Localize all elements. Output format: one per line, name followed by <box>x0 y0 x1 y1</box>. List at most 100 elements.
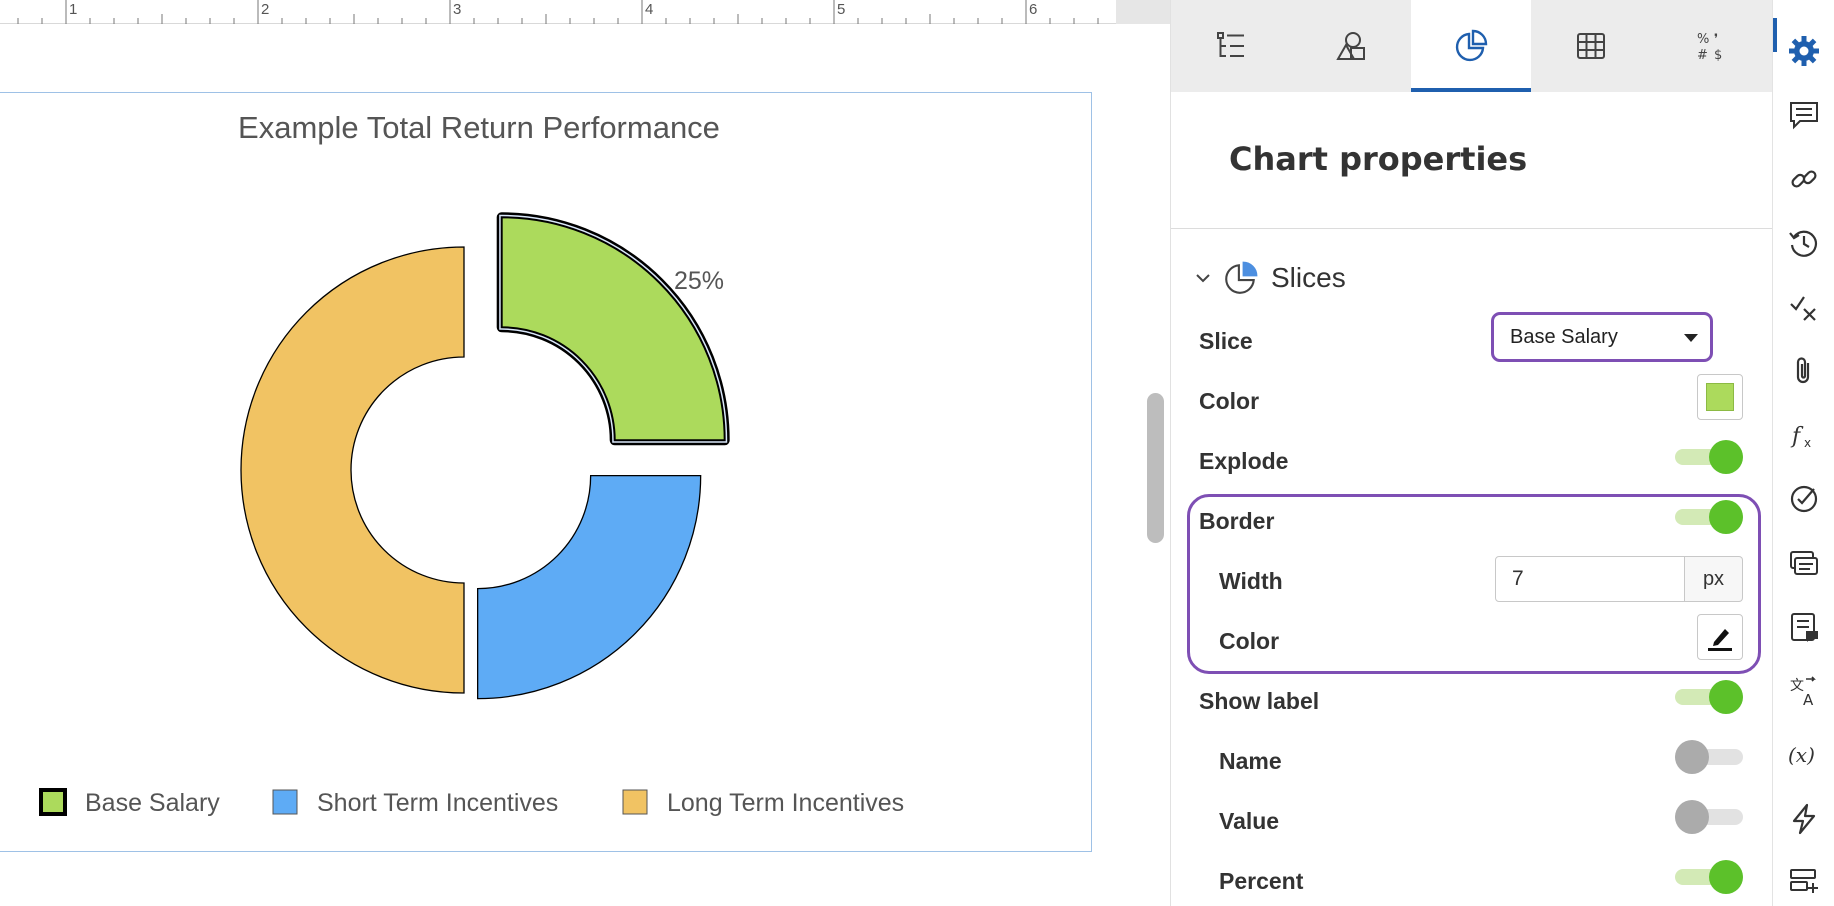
svg-text:A: A <box>1803 691 1814 707</box>
ruler-number: 4 <box>645 1 653 18</box>
border-toggle[interactable] <box>1675 500 1743 534</box>
percent-toggle[interactable] <box>1675 860 1743 894</box>
list-settings-icon <box>1217 32 1244 57</box>
width-unit: px <box>1685 556 1743 602</box>
border-width-input[interactable]: 7 <box>1495 556 1685 602</box>
legend-swatch <box>272 789 298 815</box>
slice-base-salary[interactable] <box>500 216 726 442</box>
svg-text:文: 文 <box>1790 678 1804 694</box>
ruler-number: 6 <box>1029 1 1037 18</box>
rail-automation-button[interactable] <box>1773 794 1834 844</box>
fields-icon <box>1790 551 1818 575</box>
tab-shapes[interactable] <box>1291 0 1411 92</box>
legend-label[interactable]: Long Term Incentives <box>667 789 904 817</box>
svg-text:x: x <box>1804 436 1811 450</box>
border-color-picker[interactable] <box>1697 614 1743 660</box>
ruler-number: 5 <box>837 1 845 18</box>
ruler-number: 1 <box>69 1 77 18</box>
rail-active-indicator <box>1773 18 1777 52</box>
pie-chart-icon <box>1455 29 1488 62</box>
name-label: Name <box>1219 748 1282 774</box>
horizontal-ruler: 1 2 3 4 5 6 <box>0 0 1170 24</box>
slices-section-header[interactable]: Slices <box>1193 258 1346 298</box>
tab-chart[interactable] <box>1411 0 1531 92</box>
gear-icon <box>1789 36 1819 66</box>
table-grid-icon <box>1577 33 1605 59</box>
document-canvas[interactable]: 1 2 3 4 5 6 Example Total Return Performance … <box>0 0 1170 906</box>
rail-approve-button[interactable] <box>1773 474 1834 524</box>
width-label: Width <box>1219 568 1283 594</box>
formula-icon: f x <box>1790 424 1811 450</box>
border-settings-group <box>1187 494 1761 674</box>
slice-dropdown[interactable]: Base Salary <box>1491 312 1713 362</box>
attachment-icon <box>1796 357 1810 384</box>
chart-properties-panel: % ❜ # $ Chart properties Slices Slice Base … <box>1170 0 1773 906</box>
name-toggle[interactable] <box>1675 740 1743 774</box>
svg-text:❜: ❜ <box>1714 32 1718 47</box>
color-swatch <box>1706 383 1734 411</box>
legend-swatch <box>622 789 648 815</box>
border-color-label: Color <box>1219 628 1280 654</box>
rail-variables-button[interactable]: (x) <box>1773 730 1834 780</box>
slice-color-picker[interactable] <box>1697 374 1743 420</box>
track-changes-icon <box>1790 296 1816 321</box>
rail-history-button[interactable] <box>1773 218 1834 268</box>
translate-icon: 文A <box>1790 676 1816 707</box>
ruler-number: 3 <box>453 1 461 18</box>
chart-container[interactable]: Example Total Return Performance 25% Bas… <box>0 92 1092 852</box>
right-icon-rail: f x <box>1772 0 1834 906</box>
tab-structure[interactable] <box>1171 0 1291 92</box>
percent-label: Percent <box>1219 868 1304 894</box>
check-circle-icon <box>1790 485 1818 513</box>
value-toggle[interactable] <box>1675 800 1743 834</box>
ruler-margin-end <box>1116 0 1170 24</box>
number-format-icon: % ❜ # $ <box>1697 32 1722 62</box>
legend-label[interactable]: Base Salary <box>85 789 220 817</box>
rail-notes-button[interactable] <box>1773 602 1834 652</box>
slice-dropdown-value: Base Salary <box>1510 325 1618 348</box>
variable-icon: (x) <box>1788 743 1815 767</box>
chart-title: Example Total Return Performance <box>238 110 720 145</box>
panel-tab-bar: % ❜ # $ <box>1171 0 1773 92</box>
rail-comments-button[interactable] <box>1773 90 1834 140</box>
color-label: Color <box>1199 388 1260 414</box>
rail-fields-button[interactable] <box>1773 538 1834 588</box>
link-icon <box>1791 170 1817 188</box>
svg-text:%: % <box>1697 32 1709 47</box>
rail-attachment-button[interactable] <box>1773 346 1834 396</box>
rail-track-changes-button[interactable] <box>1773 282 1834 332</box>
panel-title: Chart properties <box>1229 140 1528 178</box>
tab-table[interactable] <box>1531 0 1651 92</box>
value-label: Value <box>1219 808 1280 834</box>
chevron-down-icon <box>1196 274 1210 283</box>
svg-text:#: # <box>1697 48 1708 62</box>
lightning-icon <box>1792 803 1816 835</box>
slice-label: Slice <box>1199 328 1253 354</box>
show-label-toggle[interactable] <box>1675 680 1743 714</box>
explode-label: Explode <box>1199 448 1289 474</box>
vertical-scrollbar-thumb[interactable] <box>1147 393 1164 543</box>
explode-toggle[interactable] <box>1675 440 1743 474</box>
slice-long-term-incentives[interactable] <box>240 246 465 694</box>
pie-chart-icon <box>1225 261 1258 294</box>
ruler-number: 2 <box>261 1 269 18</box>
slice-short-term-incentives[interactable] <box>477 475 702 700</box>
shapes-icon <box>1336 32 1365 60</box>
add-row-icon <box>1790 869 1818 893</box>
pen-color-icon <box>1708 629 1732 651</box>
rail-add-row-button[interactable] <box>1773 856 1834 906</box>
svg-text:$: $ <box>1714 48 1722 62</box>
comment-icon <box>1790 102 1818 130</box>
rail-settings-button[interactable] <box>1773 26 1834 76</box>
rail-link-button[interactable] <box>1773 154 1834 204</box>
notes-icon <box>1791 613 1818 642</box>
tab-number-format[interactable]: % ❜ # $ <box>1651 0 1771 92</box>
legend-label[interactable]: Short Term Incentives <box>317 789 558 817</box>
legend-swatch <box>39 788 67 816</box>
border-label: Border <box>1199 508 1275 534</box>
history-icon <box>1789 230 1818 257</box>
divider <box>1171 228 1773 229</box>
donut-chart[interactable]: Example Total Return Performance 25% Bas… <box>0 93 1093 853</box>
rail-formula-button[interactable]: f x <box>1773 410 1834 460</box>
